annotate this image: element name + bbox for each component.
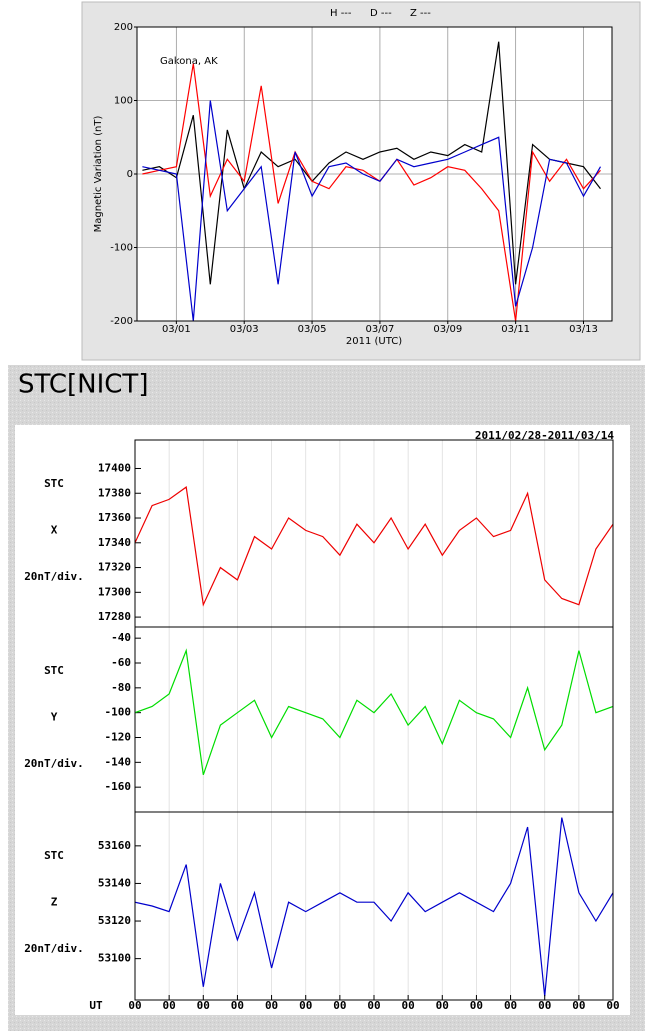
plot-clip — [142, 41, 602, 321]
x-tick-label: 00 — [333, 999, 346, 1012]
y-tick-label: 200 — [114, 22, 133, 33]
y-tick-label: 17380 — [98, 486, 131, 499]
bottom-subtitle: 2011/02/28-2011/03/14 — [475, 429, 614, 442]
y-tick-label: 0 — [127, 169, 133, 180]
plot-clip — [135, 648, 613, 775]
y-tick-label: -100 — [110, 243, 133, 254]
data-line — [142, 41, 601, 285]
panel-label: X — [51, 524, 58, 537]
x-axis-label: UT — [89, 999, 103, 1012]
legend-entry: H --- — [330, 8, 352, 19]
data-line — [135, 648, 613, 775]
y-tick-label: 17400 — [98, 461, 131, 474]
x-tick-label: 00 — [128, 999, 141, 1012]
y-tick-label: 53160 — [98, 839, 131, 852]
x-tick-label: 00 — [163, 999, 176, 1012]
y-tick-label: 53140 — [98, 876, 131, 889]
x-tick-label: 00 — [265, 999, 278, 1012]
annotation: Gakona, AK — [160, 56, 218, 67]
x-tick-label: 00 — [436, 999, 449, 1012]
y-tick-label: -40 — [111, 631, 131, 644]
y-tick-label: -80 — [111, 681, 131, 694]
plot-clip — [135, 486, 613, 607]
panel-label: STC — [44, 477, 64, 490]
y-tick-label: -60 — [111, 656, 131, 669]
y-tick-label: 17300 — [98, 585, 131, 598]
x-tick-label: 00 — [572, 999, 585, 1012]
y-tick-label: 17340 — [98, 536, 131, 549]
data-line — [135, 486, 613, 607]
x-tick-label: 00 — [470, 999, 483, 1012]
x-axis-label: 2011 (UTC) — [346, 336, 402, 347]
legend-entry: Z --- — [410, 8, 431, 19]
y-tick-label: -200 — [110, 316, 133, 327]
x-tick-label: 03/11 — [501, 324, 530, 335]
plot-clip — [135, 817, 613, 997]
panel-label: Z — [51, 896, 58, 909]
legend-entry: D --- — [370, 8, 392, 19]
plot-border — [136, 26, 613, 322]
y-tick-label: -140 — [105, 755, 132, 768]
y-tick-label: 17280 — [98, 610, 131, 623]
x-tick-label: 03/03 — [230, 324, 259, 335]
y-tick-label: -120 — [105, 731, 132, 744]
data-line — [135, 817, 613, 997]
data-line — [142, 63, 601, 321]
bottom-panel-bg — [15, 425, 630, 1015]
panel-label: STC — [44, 849, 64, 862]
y-tick-label: 17320 — [98, 561, 131, 574]
y-tick-label: 53100 — [98, 952, 131, 965]
x-tick-label: 03/07 — [366, 324, 395, 335]
x-tick-label: 00 — [197, 999, 210, 1012]
y-tick-label: -100 — [105, 706, 132, 719]
y-tick-label: 53120 — [98, 914, 131, 927]
x-tick-label: 00 — [402, 999, 415, 1012]
y-tick-label: 100 — [114, 96, 133, 107]
y-axis-label: Magnetic Variation (nT) — [93, 116, 104, 233]
x-tick-label: 00 — [538, 999, 551, 1012]
x-tick-label: 03/09 — [433, 324, 462, 335]
panel-label: 20nT/div. — [24, 570, 84, 583]
y-tick-label: -160 — [105, 780, 132, 793]
x-tick-label: 00 — [299, 999, 312, 1012]
x-tick-label: 00 — [367, 999, 380, 1012]
x-tick-label: 03/13 — [569, 324, 598, 335]
bottom-title: STC[NICT] — [18, 370, 148, 400]
data-line — [142, 100, 602, 321]
x-tick-label: 00 — [231, 999, 244, 1012]
panel-label: 20nT/div. — [24, 757, 84, 770]
y-tick-label: 17360 — [98, 511, 131, 524]
x-tick-label: 00 — [504, 999, 517, 1012]
panel-label: 20nT/div. — [24, 942, 84, 955]
panel-label: STC — [44, 664, 64, 677]
x-tick-label: 03/01 — [162, 324, 191, 335]
panel-label: Y — [51, 711, 58, 724]
x-tick-label: 00 — [606, 999, 619, 1012]
x-tick-label: 03/05 — [298, 324, 327, 335]
